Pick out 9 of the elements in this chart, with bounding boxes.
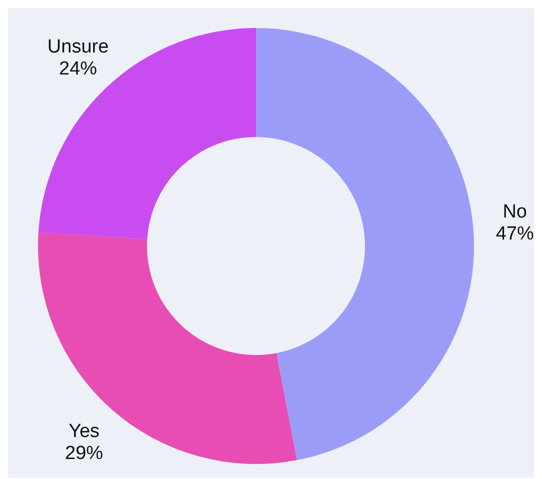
- donut-slice: [38, 28, 256, 240]
- slice-label: No: [502, 202, 527, 223]
- donut-slice: [38, 232, 297, 464]
- data-label: 24%: [59, 58, 98, 80]
- slice-label: Yes: [68, 421, 100, 442]
- slice-label: Unsure: [47, 36, 109, 58]
- data-label: 29%: [65, 443, 104, 464]
- donut-slice: [256, 28, 474, 460]
- data-label: 47%: [496, 224, 534, 245]
